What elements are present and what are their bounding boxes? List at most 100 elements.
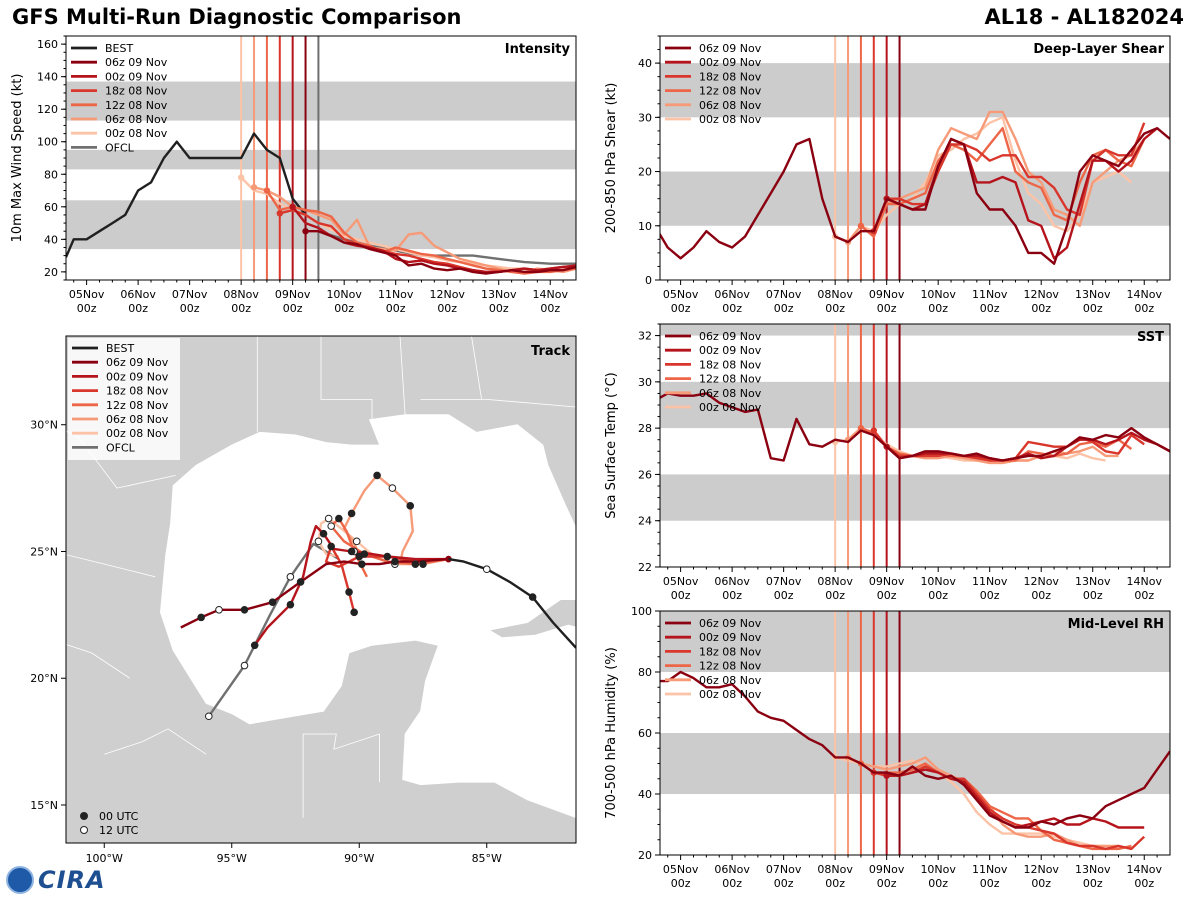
track-legend-label: 00z 08 Nov <box>106 427 169 440</box>
track-marker-00utc <box>373 471 381 480</box>
shear-xtick-label: 00z <box>825 302 845 315</box>
rh-xtick-label: 10Nov <box>920 863 956 876</box>
track-marker-00utc <box>419 560 427 568</box>
rh-series-line <box>873 765 1146 851</box>
intensity-xtick-label: 08Nov <box>223 288 259 301</box>
shear-xtick-label: 11Nov <box>972 288 1008 301</box>
intensity-legend-label: 12z 08 Nov <box>105 99 168 112</box>
shear-title: Deep-Layer Shear <box>1033 42 1164 57</box>
intensity-xtick-label: 06Nov <box>120 288 156 301</box>
shear-xtick-label: 09Nov <box>869 288 905 301</box>
rh-title: Mid-Level RH <box>1068 617 1164 632</box>
panel-shear: 01020304005Nov00z06Nov00z07Nov00z08Nov00… <box>604 35 1171 315</box>
intensity-xtick-label: 09Nov <box>275 288 311 301</box>
intensity-xtick-label: 00z <box>489 302 509 315</box>
rh-xtick-label: 14Nov <box>1127 863 1163 876</box>
sst-xtick-label: 05Nov <box>663 575 699 588</box>
track-marker-00utc <box>347 547 356 556</box>
panel-track: 100°W 95°W 90°W 85°W 15°N 20°N 25°N 30°N Track BE… <box>30 335 577 865</box>
track-marker-00utc <box>391 557 399 566</box>
sst-legend-label: 06z 08 Nov <box>699 387 762 400</box>
track-marker-00utc <box>319 529 328 538</box>
land-cuba <box>488 599 576 639</box>
track-legend-label: BEST <box>106 342 134 355</box>
intensity-legend-label: 00z 09 Nov <box>105 70 168 83</box>
track-marker-12utc <box>205 712 213 721</box>
panel-sst: 22242628303205Nov00z06Nov00z07Nov00z08No… <box>604 323 1171 602</box>
shear-series-line <box>660 126 1170 265</box>
shear-legend-label: 00z 09 Nov <box>699 56 762 69</box>
intensity-series-start-marker <box>276 210 283 217</box>
shear-series-line <box>860 126 1146 238</box>
land-border <box>104 728 207 755</box>
intensity-legend-label: 06z 08 Nov <box>105 113 168 126</box>
track-plot-area <box>66 336 576 843</box>
track-xtick-label: 85°W <box>472 852 502 865</box>
sst-xtick-label: 00z <box>722 589 742 602</box>
intensity-legend-label: OFCL <box>105 141 135 154</box>
rh-xtick-label: 00z <box>877 877 897 890</box>
track-line <box>180 557 449 629</box>
land-border <box>420 398 576 408</box>
sst-legend-label: 00z 09 Nov <box>699 344 762 357</box>
track-title: Track <box>531 344 570 359</box>
track-line <box>448 557 576 649</box>
track-legend-label: 12z 08 Nov <box>106 399 169 412</box>
shear-xtick-label: 12Nov <box>1023 288 1059 301</box>
rh-series-start-marker <box>652 678 658 684</box>
land-border <box>66 554 156 578</box>
track-marker-00utc <box>411 560 420 568</box>
sst-xtick-label: 14Nov <box>1127 575 1163 588</box>
sst-band <box>660 381 1170 429</box>
intensity-xtick-label: 05Nov <box>69 288 105 301</box>
sst-series-line <box>885 431 1170 462</box>
rh-ytick-label: 60 <box>638 727 652 740</box>
shear-xtick-label: 14Nov <box>1127 288 1163 301</box>
intensity-xtick-label: 00z <box>386 302 406 315</box>
track-marker-00utc <box>268 598 277 606</box>
intensity-series-start-marker <box>289 203 296 210</box>
intensity-series-start-marker <box>237 174 245 181</box>
rh-xtick-label: 00z <box>928 877 948 890</box>
intensity-xtick-label: 14Nov <box>533 288 569 301</box>
sst-series-start-marker <box>857 424 865 432</box>
intensity-xtick-label: 00z <box>180 302 200 315</box>
sst-xtick-label: 00z <box>877 589 897 602</box>
shear-xtick-label: 08Nov <box>817 288 853 301</box>
marker-legend-label: 00 UTC <box>99 810 139 823</box>
intensity-ytick-label: 160 <box>37 38 58 51</box>
shear-xtick-label: 07Nov <box>766 288 802 301</box>
sst-ytick-label: 28 <box>638 422 652 435</box>
rh-ytick-label: 20 <box>638 849 652 862</box>
track-legend-label: 18z 08 Nov <box>106 385 169 398</box>
track-marker-00utc <box>250 641 259 650</box>
shear-ylabel: 200-850 hPa Shear (kt) <box>604 83 619 234</box>
intensity-series-start-marker <box>250 184 258 191</box>
track-ytick-label: 30°N <box>30 419 58 432</box>
intensity-xtick-label: 00z <box>231 302 251 315</box>
shear-plot-area <box>660 36 1170 280</box>
track-marker-12utc <box>314 537 323 546</box>
shear-xtick-label: 00z <box>671 302 691 315</box>
sst-ytick-label: 32 <box>638 330 652 343</box>
track-marker-12utc <box>324 514 333 523</box>
track-marker-00utc <box>197 613 205 622</box>
shear-ytick-label: 10 <box>638 220 652 233</box>
shear-band <box>660 63 1170 118</box>
intensity-legend-label: BEST <box>105 42 133 55</box>
intensity-xtick-label: 00z <box>283 302 303 315</box>
land-north-america <box>66 336 576 843</box>
track-ytick-label: 15°N <box>30 799 58 812</box>
track-legend-label: 06z 09 Nov <box>106 356 169 369</box>
sst-ytick-label: 30 <box>638 376 652 389</box>
sst-xtick-label: 08Nov <box>817 575 853 588</box>
track-legend-label: OFCL <box>106 441 136 454</box>
sst-xtick-label: 00z <box>671 589 691 602</box>
shear-ytick-label: 0 <box>645 274 652 287</box>
track-marker-12utc <box>482 565 491 574</box>
